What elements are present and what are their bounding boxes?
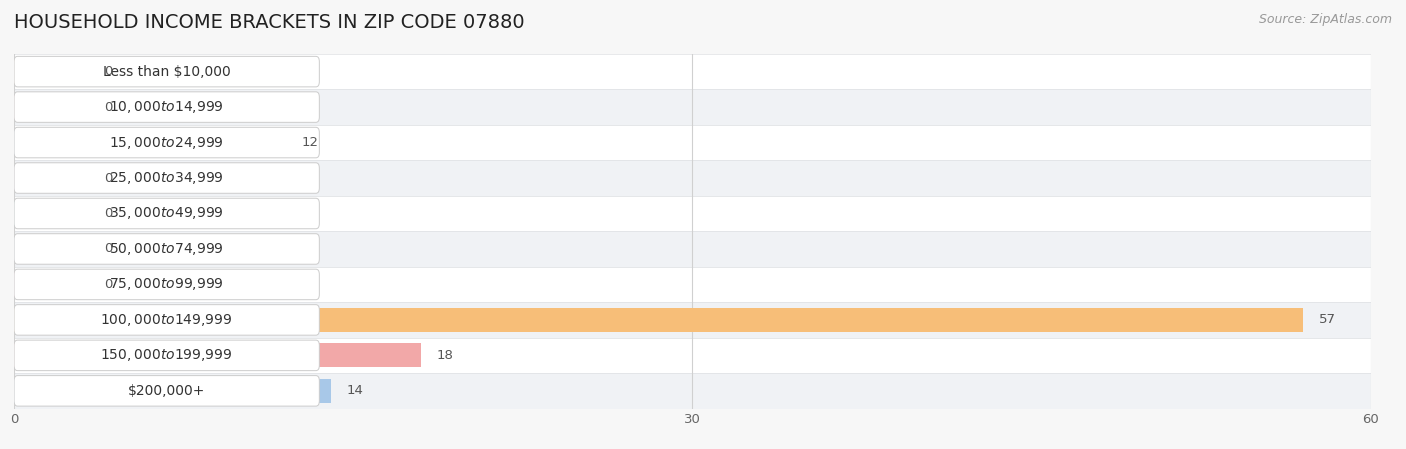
Text: Less than $10,000: Less than $10,000 [103,65,231,79]
Text: $35,000 to $49,999: $35,000 to $49,999 [110,206,224,221]
Text: 0: 0 [104,207,112,220]
Text: 14: 14 [346,384,363,397]
Bar [14,202,93,225]
FancyBboxPatch shape [14,234,319,264]
Bar [14,95,93,119]
Text: $10,000 to $14,999: $10,000 to $14,999 [110,99,224,115]
FancyBboxPatch shape [14,128,319,158]
FancyBboxPatch shape [14,163,319,193]
FancyBboxPatch shape [14,305,319,335]
Text: 18: 18 [437,349,454,362]
Text: $25,000 to $34,999: $25,000 to $34,999 [110,170,224,186]
FancyBboxPatch shape [14,57,319,87]
Text: 0: 0 [104,278,112,291]
Bar [14,160,1371,196]
Text: $75,000 to $99,999: $75,000 to $99,999 [110,277,224,292]
FancyBboxPatch shape [14,376,319,406]
Bar [14,131,285,154]
Bar [14,125,1371,160]
Bar [14,54,1371,89]
Text: HOUSEHOLD INCOME BRACKETS IN ZIP CODE 07880: HOUSEHOLD INCOME BRACKETS IN ZIP CODE 07… [14,13,524,32]
Bar [14,379,330,403]
Text: Source: ZipAtlas.com: Source: ZipAtlas.com [1258,13,1392,26]
Text: 12: 12 [301,136,318,149]
Bar [14,231,1371,267]
FancyBboxPatch shape [14,269,319,299]
FancyBboxPatch shape [14,198,319,229]
Bar [14,373,1371,409]
Text: $50,000 to $74,999: $50,000 to $74,999 [110,241,224,257]
Bar [14,343,422,367]
Text: 57: 57 [1319,313,1336,326]
Bar [14,89,1371,125]
Text: 0: 0 [104,242,112,255]
Text: 0: 0 [104,101,112,114]
Bar [14,338,1371,373]
Bar [14,267,1371,302]
Bar [14,166,93,190]
Bar [14,237,93,261]
Bar [14,302,1371,338]
Bar [14,308,1303,332]
FancyBboxPatch shape [14,92,319,122]
Text: $100,000 to $149,999: $100,000 to $149,999 [100,312,233,328]
Bar [14,60,93,84]
Text: $200,000+: $200,000+ [128,384,205,398]
Bar [14,196,1371,231]
Text: 0: 0 [104,65,112,78]
Text: $150,000 to $199,999: $150,000 to $199,999 [100,348,233,363]
FancyBboxPatch shape [14,340,319,370]
Text: 0: 0 [104,172,112,185]
Bar [14,273,93,296]
Text: $15,000 to $24,999: $15,000 to $24,999 [110,135,224,150]
